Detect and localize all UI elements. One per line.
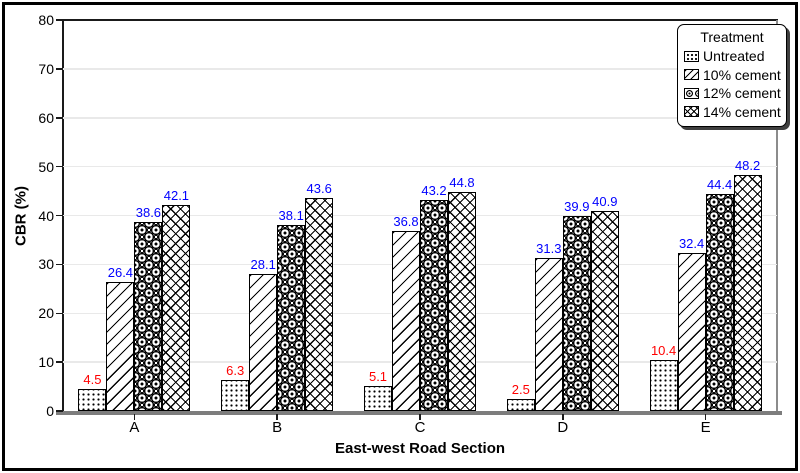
bar-value-label: 42.1	[163, 188, 190, 203]
legend-title: Treatment	[700, 29, 764, 45]
bar-dots	[78, 389, 107, 411]
bar-value-label: 43.6	[306, 181, 332, 196]
gridline	[63, 68, 777, 70]
legend-swatch-circles	[684, 87, 699, 99]
legend-item-label: 10% cement	[703, 66, 781, 83]
x-tick	[562, 414, 564, 420]
y-tick-label: 10	[38, 354, 54, 371]
plot-right-border	[776, 20, 778, 411]
bar-dots	[506, 399, 535, 411]
bar-value-label: 40.9	[592, 194, 618, 209]
bar-circles	[705, 194, 734, 411]
bar-value-label: 39.9	[564, 199, 590, 214]
bar-value-label: 10.4	[650, 343, 677, 358]
bar-circles	[277, 225, 306, 411]
y-tick-label: 30	[38, 256, 54, 273]
bar-value-label: 44.4	[706, 177, 733, 192]
bar-diagonal	[249, 274, 278, 411]
y-tick-label: 60	[38, 109, 54, 126]
y-tick-label: 80	[38, 12, 54, 28]
y-tick	[56, 68, 63, 70]
bar-crosshatch	[590, 211, 619, 411]
bar-diagonal	[677, 253, 706, 411]
y-tick-label: 20	[38, 305, 54, 322]
bar-value-label: 2.5	[511, 382, 530, 397]
bar-dots	[649, 360, 678, 411]
x-tick-label: C	[414, 419, 426, 436]
legend-swatch-crosshatch	[684, 106, 699, 118]
x-tick-label: A	[129, 419, 140, 436]
bar-value-label: 48.2	[734, 158, 761, 173]
bar-value-label: 6.3	[226, 363, 245, 378]
x-tick-label: B	[272, 419, 283, 436]
bar-diagonal	[534, 258, 563, 411]
bar-value-label: 44.8	[449, 175, 475, 190]
bar-circles	[562, 216, 591, 411]
x-axis-line	[56, 411, 782, 415]
gridline	[63, 117, 777, 119]
y-tick	[56, 361, 63, 363]
x-tick	[704, 414, 707, 420]
legend-item-label: 12% cement	[703, 85, 781, 102]
y-tick	[56, 165, 63, 168]
y-tick	[56, 19, 63, 21]
legend-item: 10% cement	[684, 66, 781, 85]
y-tick	[56, 312, 63, 314]
bar-value-label: 32.4	[678, 236, 705, 251]
bar-circles	[134, 222, 163, 411]
legend-item: Untreated	[684, 47, 780, 66]
gridline	[63, 165, 777, 168]
bar-crosshatch	[162, 205, 191, 411]
legend-item: 12% cement	[684, 84, 781, 103]
y-tick	[56, 410, 63, 412]
bar-dots	[221, 380, 250, 411]
legend-items: Untreated 10% cement 12% cement 14% cement	[684, 47, 781, 122]
x-tick	[133, 414, 136, 420]
bar-value-label: 31.3	[536, 241, 562, 256]
bar-value-label: 38.1	[278, 208, 304, 223]
plot-top-border	[62, 19, 778, 21]
y-tick	[56, 214, 63, 217]
y-tick	[56, 263, 63, 266]
bar-crosshatch	[305, 198, 334, 411]
y-tick	[56, 117, 63, 119]
bar-value-label: 5.1	[368, 369, 388, 384]
bar-value-label: 28.1	[250, 257, 276, 272]
bar-dots	[364, 386, 392, 411]
y-tick-label: 40	[38, 207, 54, 224]
bar-diagonal	[392, 231, 420, 411]
bar-crosshatch	[448, 192, 476, 411]
bar-diagonal	[106, 282, 135, 411]
legend-item: 14% cement	[684, 103, 781, 122]
legend-swatch-dots	[684, 50, 699, 62]
legend: Treatment Untreated 10% cement 12% cement 1…	[677, 24, 787, 127]
bar-value-label: 36.8	[393, 214, 419, 229]
bar-value-label: 38.6	[135, 205, 162, 220]
y-tick-label: 50	[38, 158, 54, 175]
y-tick-label: 70	[38, 60, 54, 77]
legend-swatch-diagonal	[684, 69, 699, 81]
bar-value-label: 4.5	[83, 372, 102, 387]
x-tick	[419, 414, 421, 420]
x-axis-label: East-west Road Section	[334, 440, 506, 457]
y-tick-label: 0	[46, 403, 54, 419]
legend-item-label: Untreated	[703, 48, 765, 65]
x-tick-label: D	[557, 419, 569, 436]
x-tick-label: E	[700, 419, 711, 436]
bar-value-label: 26.4	[107, 265, 134, 280]
bar-value-label: 43.2	[421, 183, 447, 198]
bar-circles	[420, 200, 448, 411]
legend-item-label: 14% cement	[703, 103, 781, 120]
bar-crosshatch	[733, 175, 762, 411]
x-tick	[276, 414, 278, 420]
